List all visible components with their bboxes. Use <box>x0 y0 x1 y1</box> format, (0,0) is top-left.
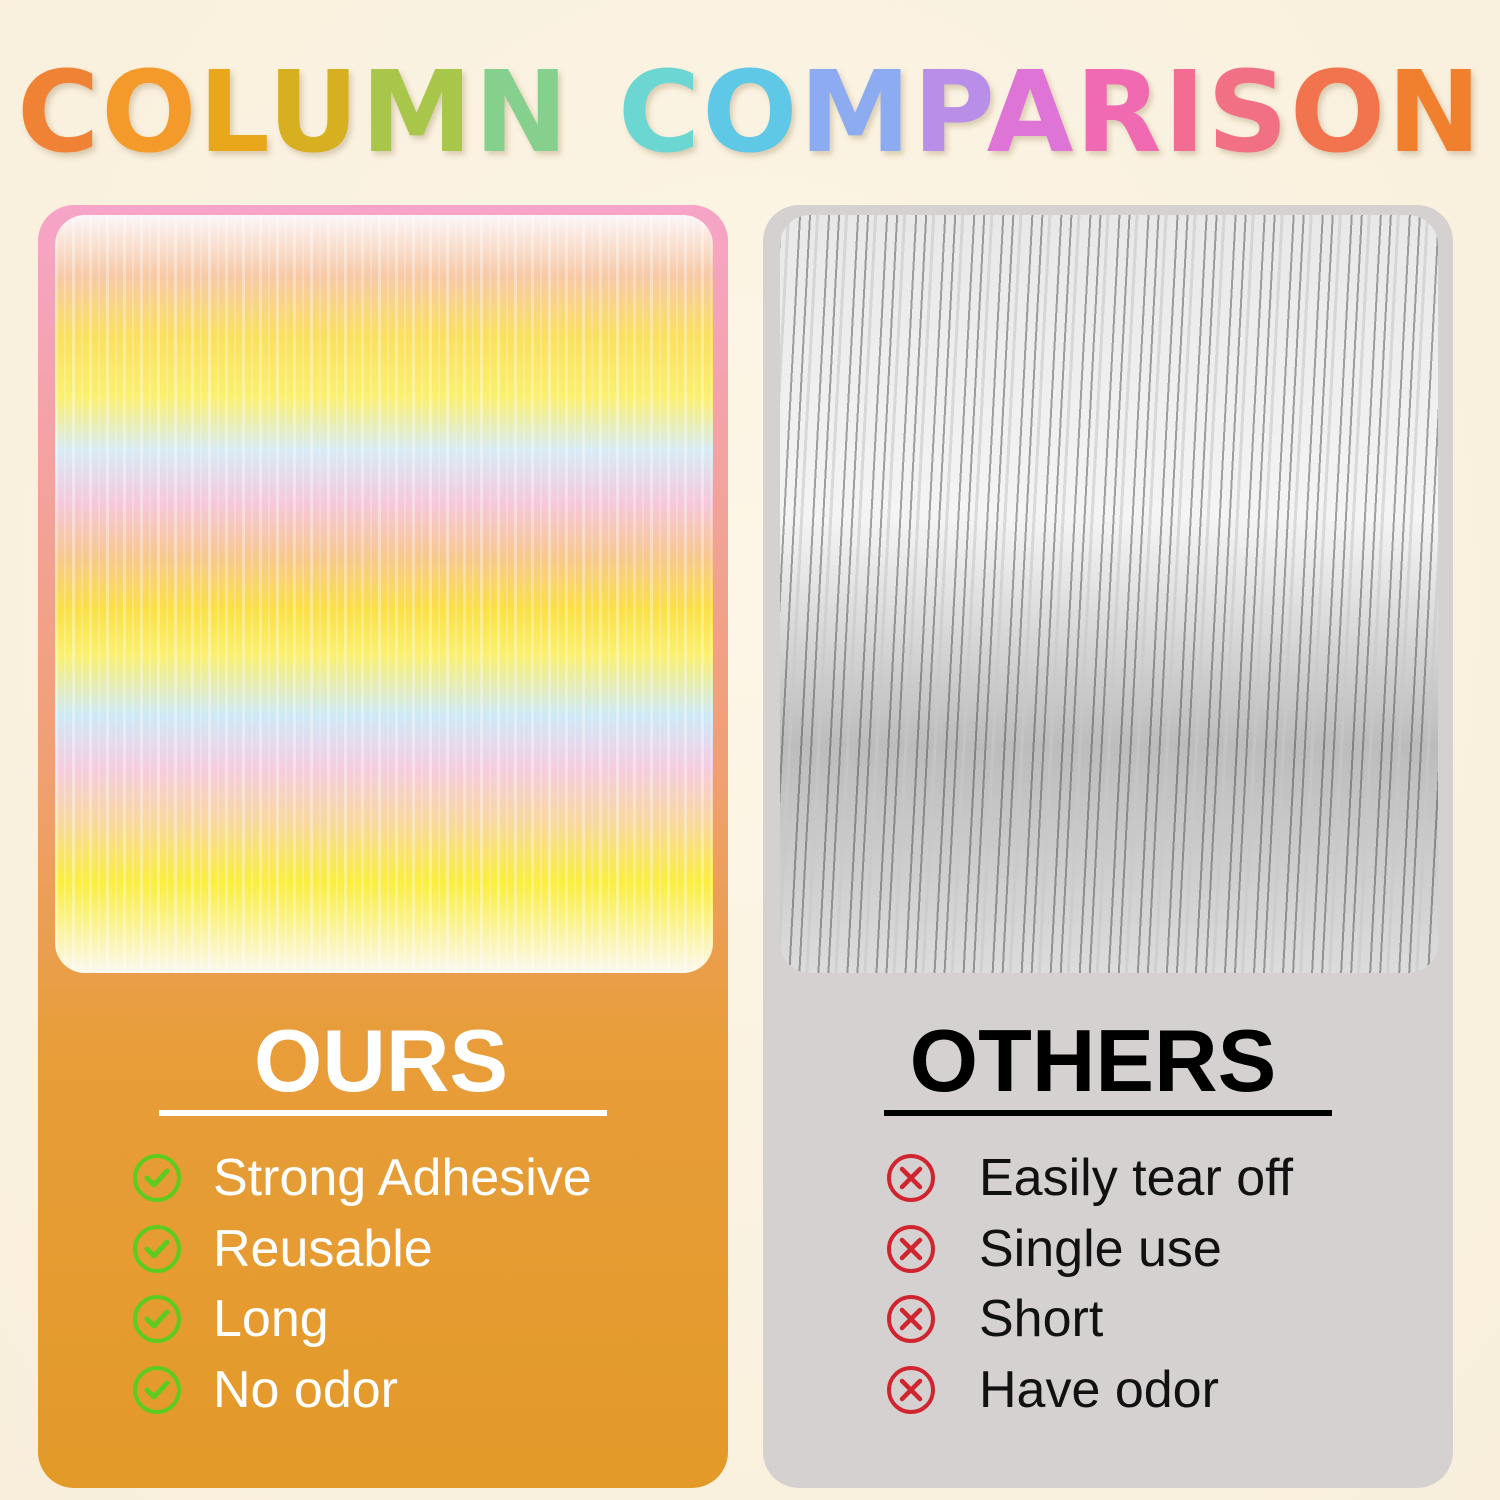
rainbow-curtain-image <box>55 215 713 973</box>
title-letter: U <box>267 48 361 178</box>
title-letter: M <box>360 48 475 178</box>
others-feature-list: Easily tear off Single use Short Have odor <box>885 1143 1293 1425</box>
ours-divider <box>159 1110 607 1116</box>
title-letter: N <box>1387 48 1483 178</box>
title-letter: A <box>986 48 1076 178</box>
title-letter: M <box>799 48 913 178</box>
feature-label: Easily tear off <box>979 1149 1294 1208</box>
page-title: COLUMN COMPARISON <box>0 48 1500 178</box>
title-letter: O <box>101 48 199 178</box>
title-letter: I <box>1163 48 1208 178</box>
ours-panel: OURS Strong Adhesive Reusable Long No odor <box>38 205 728 1488</box>
title-word-comparison: COMPARISON <box>618 48 1483 178</box>
feature-label: Have odor <box>979 1360 1219 1419</box>
feature-item: Have odor <box>885 1355 1293 1426</box>
x-circle-icon <box>887 1224 935 1273</box>
title-letter: C <box>17 48 102 178</box>
ours-feature-list: Strong Adhesive Reusable Long No odor <box>131 1143 592 1425</box>
title-word-column: COLUMN <box>17 48 570 178</box>
x-circle-icon <box>887 1154 935 1203</box>
feature-label: Strong Adhesive <box>213 1149 592 1208</box>
feature-label: Single use <box>979 1219 1222 1278</box>
check-circle-icon <box>133 1154 181 1203</box>
check-circle-icon <box>133 1365 181 1414</box>
feature-label: No odor <box>213 1360 398 1419</box>
feature-item: Easily tear off <box>885 1143 1293 1214</box>
feature-item: No odor <box>131 1355 592 1426</box>
ours-heading: OURS <box>253 1011 509 1110</box>
feature-label: Reusable <box>213 1219 433 1278</box>
feature-item: Short <box>885 1284 1293 1355</box>
others-panel: OTHERS Easily tear off Single use Short Hav… <box>763 205 1453 1488</box>
title-letter: N <box>474 48 570 178</box>
title-letter: S <box>1207 48 1290 178</box>
feature-item: Strong Adhesive <box>131 1143 592 1214</box>
title-letter: L <box>198 48 268 178</box>
title-letter: R <box>1075 48 1164 178</box>
others-heading: OTHERS <box>909 1011 1277 1110</box>
title-letter: C <box>618 48 703 178</box>
feature-item: Reusable <box>131 1214 592 1285</box>
feature-item: Single use <box>885 1214 1293 1285</box>
silver-curtain-image <box>780 215 1438 973</box>
feature-label: Long <box>213 1290 329 1349</box>
x-circle-icon <box>887 1295 935 1344</box>
feature-item: Long <box>131 1284 592 1355</box>
title-letter: O <box>702 48 800 178</box>
title-letter: O <box>1289 48 1388 178</box>
check-circle-icon <box>133 1295 181 1344</box>
others-divider <box>884 1110 1332 1116</box>
x-circle-icon <box>887 1365 935 1414</box>
title-letter: P <box>912 48 987 178</box>
feature-label: Short <box>979 1290 1104 1349</box>
check-circle-icon <box>133 1224 181 1273</box>
